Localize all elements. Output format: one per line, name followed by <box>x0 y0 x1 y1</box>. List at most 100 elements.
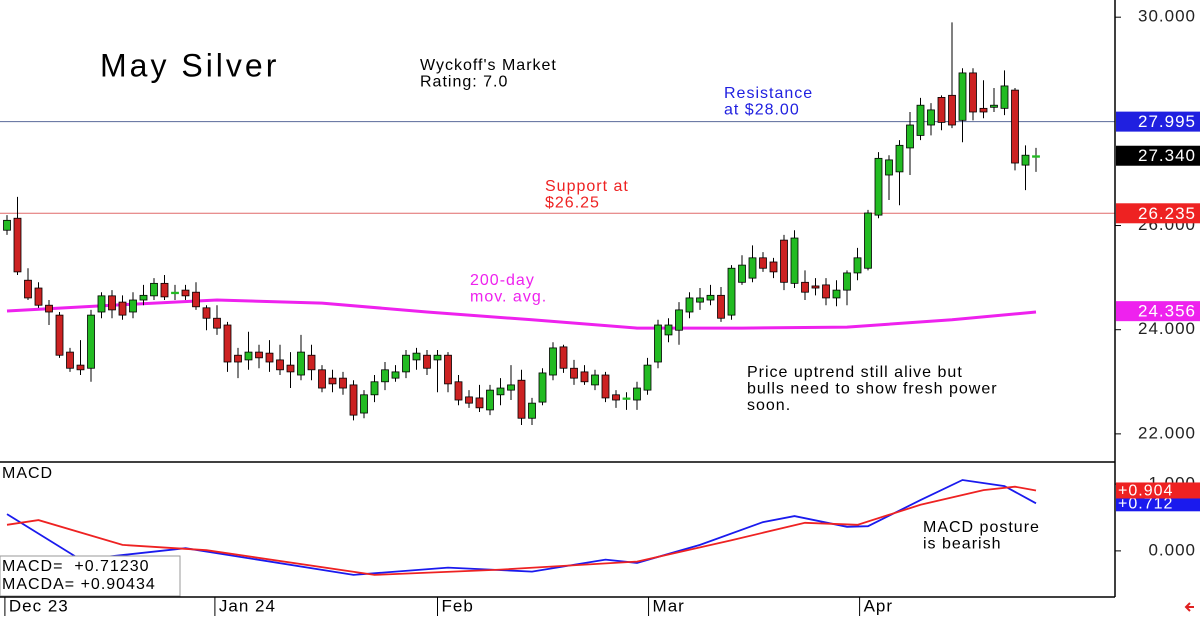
candle-body <box>927 109 935 126</box>
candle-body <box>832 289 841 299</box>
macd-box <box>1116 482 1200 499</box>
candle-body <box>24 279 32 299</box>
candle-body <box>990 104 998 108</box>
candle-body <box>874 157 883 216</box>
candle-body <box>328 377 337 385</box>
candle-body <box>643 364 652 391</box>
candle-body <box>465 396 473 404</box>
candle-body <box>559 346 568 369</box>
price-box <box>1116 145 1200 166</box>
candle-body <box>486 389 494 411</box>
candle-body <box>811 285 820 289</box>
candle-body <box>160 282 169 298</box>
price-box <box>1116 111 1200 132</box>
candle-body <box>192 291 200 308</box>
annotation: bulls need to show fresh power <box>747 381 998 398</box>
candle-body <box>150 282 158 297</box>
candle-body <box>318 369 326 389</box>
candle-body <box>444 354 452 385</box>
price-box-label: 26.235 <box>1138 204 1196 223</box>
candle-body <box>402 354 410 373</box>
price-box <box>1116 203 1200 224</box>
candle-body <box>349 384 358 416</box>
candle-body <box>55 314 64 356</box>
candle-body <box>864 212 872 269</box>
candle-body <box>591 374 599 386</box>
annotation: MACD posture <box>923 519 1040 536</box>
annotation: Resistance <box>724 85 813 102</box>
candle-body <box>612 394 620 401</box>
candle-body <box>360 394 368 414</box>
candle-body <box>66 351 74 369</box>
candle-body <box>895 144 904 173</box>
macd-title: MACD <box>2 465 53 482</box>
candle-body <box>748 257 757 279</box>
candle-body <box>433 354 442 361</box>
annotation: mov. avg. <box>470 289 547 306</box>
candle-body <box>948 94 956 126</box>
candle-body <box>1000 85 1009 109</box>
candle-body <box>118 301 127 316</box>
candle-body <box>822 284 830 299</box>
y-tick-label: 30.000 <box>1138 7 1196 26</box>
candle-body <box>549 347 557 376</box>
y-tick-label: 0.000 <box>1148 540 1196 559</box>
candle-body <box>87 314 95 369</box>
candle-body <box>706 294 715 301</box>
annotation: soon. <box>747 397 791 414</box>
candle-body <box>265 352 274 363</box>
candle-body <box>45 304 53 313</box>
candle-body <box>853 257 862 274</box>
annotation: Price uptrend still alive but <box>747 364 963 381</box>
moving-average <box>6 298 1037 330</box>
candle-body <box>885 159 893 176</box>
candle-body <box>622 397 631 400</box>
candle-body <box>339 377 347 389</box>
candle-body <box>412 352 421 361</box>
y-tick-label: 22.000 <box>1138 423 1196 442</box>
annotation: Support at <box>545 178 629 195</box>
price-box-label: 27.995 <box>1138 112 1196 131</box>
candle-body <box>255 351 263 359</box>
candle-body <box>129 299 137 313</box>
candle-body <box>580 371 589 383</box>
candle-body <box>423 354 431 369</box>
candle-body <box>3 219 11 231</box>
readout: MACDA= +0.90434 <box>2 576 156 593</box>
candle-body <box>213 317 221 329</box>
x-tick-label: Apr <box>864 596 893 615</box>
chart-title: May Silver <box>100 47 279 83</box>
candle-body <box>454 381 463 401</box>
candle-body <box>801 281 809 293</box>
candle-body <box>633 387 641 401</box>
candle-body <box>843 272 851 291</box>
candle-body <box>958 72 967 121</box>
macd-box-label: +0.712 <box>1118 496 1173 513</box>
candle-body <box>1032 155 1040 158</box>
candle-body <box>601 374 610 399</box>
candle-body <box>979 107 988 113</box>
x-tick-label: Jan 24 <box>219 596 276 615</box>
macd-line <box>6 479 1037 576</box>
readout-box <box>0 555 181 597</box>
readout: MACD= +0.71230 <box>2 558 150 575</box>
candle-body <box>717 294 725 319</box>
candle-body <box>937 97 946 123</box>
candle-body <box>570 367 578 379</box>
annotation: Rating: 7.0 <box>420 74 508 91</box>
candle-body <box>202 307 211 319</box>
candle-body <box>297 351 305 376</box>
candle-body <box>759 257 767 269</box>
candle-body <box>916 104 925 136</box>
candle-body <box>738 264 746 283</box>
candle-body <box>13 217 22 273</box>
candle-body <box>675 309 683 331</box>
price-box-label: 24.356 <box>1138 302 1196 321</box>
candle-body <box>528 402 536 419</box>
candle-body <box>139 294 148 301</box>
scroll-arrow[interactable] <box>1184 602 1194 612</box>
candle-body <box>381 369 389 383</box>
annotation: 200-day <box>470 272 535 289</box>
